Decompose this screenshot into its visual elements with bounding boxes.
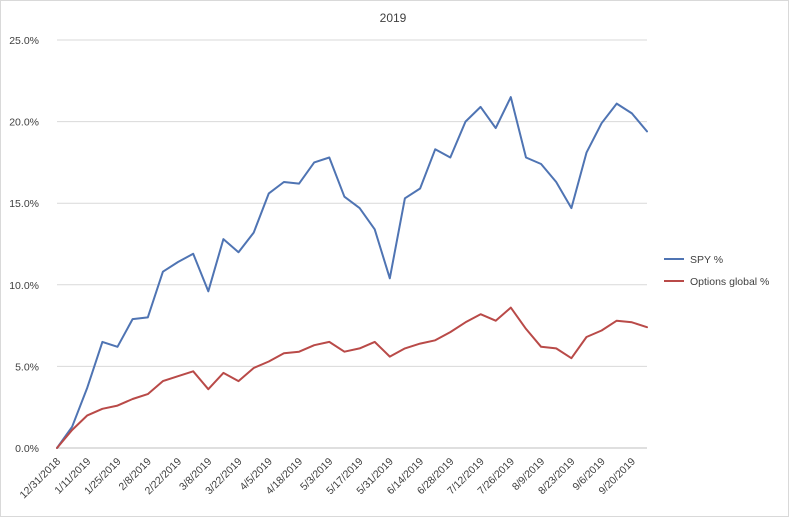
legend-label: Options global % bbox=[690, 276, 769, 288]
y-tick-label: 20.0% bbox=[9, 117, 39, 129]
legend-label: SPY % bbox=[690, 254, 723, 266]
gridlines bbox=[57, 39, 647, 449]
legend: SPY % Options global % bbox=[664, 254, 769, 288]
y-tick-label: 25.0% bbox=[9, 35, 39, 47]
y-tick-label: 0.0% bbox=[15, 443, 39, 455]
y-tick-label: 5.0% bbox=[15, 361, 39, 373]
x-axis-ticks: 12/31/20181/11/20191/25/20192/8/20192/22… bbox=[17, 456, 638, 502]
y-tick-label: 10.0% bbox=[9, 280, 39, 292]
x-tick-label: 12/31/2018 bbox=[17, 456, 63, 502]
series-line-options-global bbox=[56, 306, 648, 449]
y-tick-label: 15.0% bbox=[9, 198, 39, 210]
series-lines bbox=[56, 96, 648, 449]
series-line-spy bbox=[56, 96, 648, 449]
chart-title: 2019 bbox=[380, 11, 407, 25]
y-axis-ticks: 0.0% 5.0% 10.0% 15.0% 20.0% 25.0% bbox=[9, 35, 39, 455]
